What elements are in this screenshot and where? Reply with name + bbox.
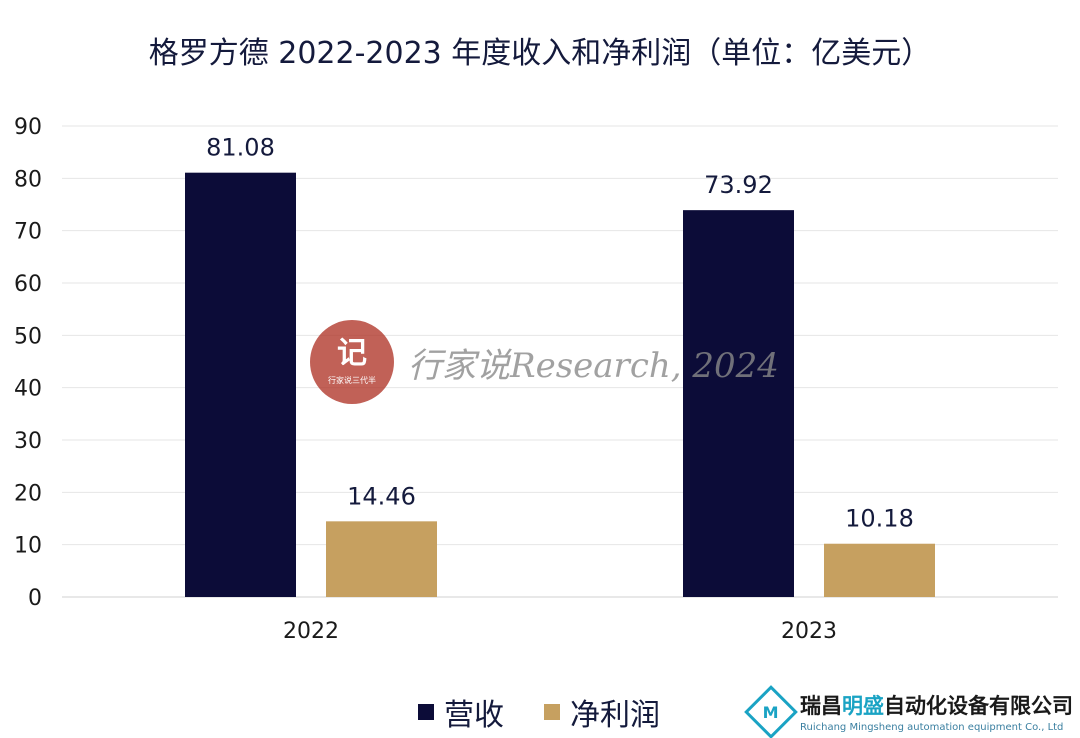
y-tick-label: 0 [28,586,42,611]
y-tick-label: 10 [14,534,42,559]
watermark: 记 行家说三代半 行家说Research, 2024 [310,320,779,404]
y-tick-label: 70 [14,220,42,245]
bars [185,172,935,598]
y-tick-label: 20 [14,481,42,506]
chart-title: 格罗方德 2022-2023 年度收入和净利润（单位：亿美元） [148,36,932,71]
legend-item-revenue: 营收 [418,690,504,734]
y-tick-label: 90 [14,115,42,140]
data-label: 73.92 [704,171,773,199]
y-tick-label: 30 [14,429,42,454]
y-tick-label: 50 [14,324,42,349]
brand-name: 瑞昌明盛自动化设备有限公司 [800,694,1073,718]
legend-swatch-net-profit [544,704,560,720]
bar [326,521,437,597]
x-axis-ticks: 2022 2023 [283,619,837,644]
x-tick-label: 2022 [283,619,339,644]
legend-item-net-profit: 净利润 [544,690,660,734]
bar [824,543,935,597]
bar [185,172,296,597]
data-label: 81.08 [206,134,275,162]
y-tick-label: 80 [14,167,42,192]
chart-legend: 营收 净利润 [418,690,660,734]
x-tick-label: 2023 [781,619,837,644]
data-label: 10.18 [845,505,914,533]
y-tick-label: 40 [14,377,42,402]
watermark-logo: 记 行家说三代半 [310,320,394,404]
watermark-text: 行家说Research, 2024 [408,345,779,386]
y-tick-label: 60 [14,272,42,297]
brand-english-name: Ruichang Mingsheng automation equipment … [800,722,1064,733]
data-label: 14.46 [347,482,416,510]
data-labels: 81.08 14.46 73.92 10.18 [206,134,914,533]
legend-label-revenue: 营收 [444,698,504,733]
legend-swatch-revenue [418,704,434,720]
brand-icon: M [744,684,798,738]
legend-label-net-profit: 净利润 [570,698,660,733]
brand-logo: M 瑞昌明盛自动化设备有限公司 Ruichang Mingsheng autom… [744,684,1073,738]
bar [683,210,794,598]
y-axis-ticks: 0 10 20 30 40 50 60 70 80 90 [14,115,42,611]
